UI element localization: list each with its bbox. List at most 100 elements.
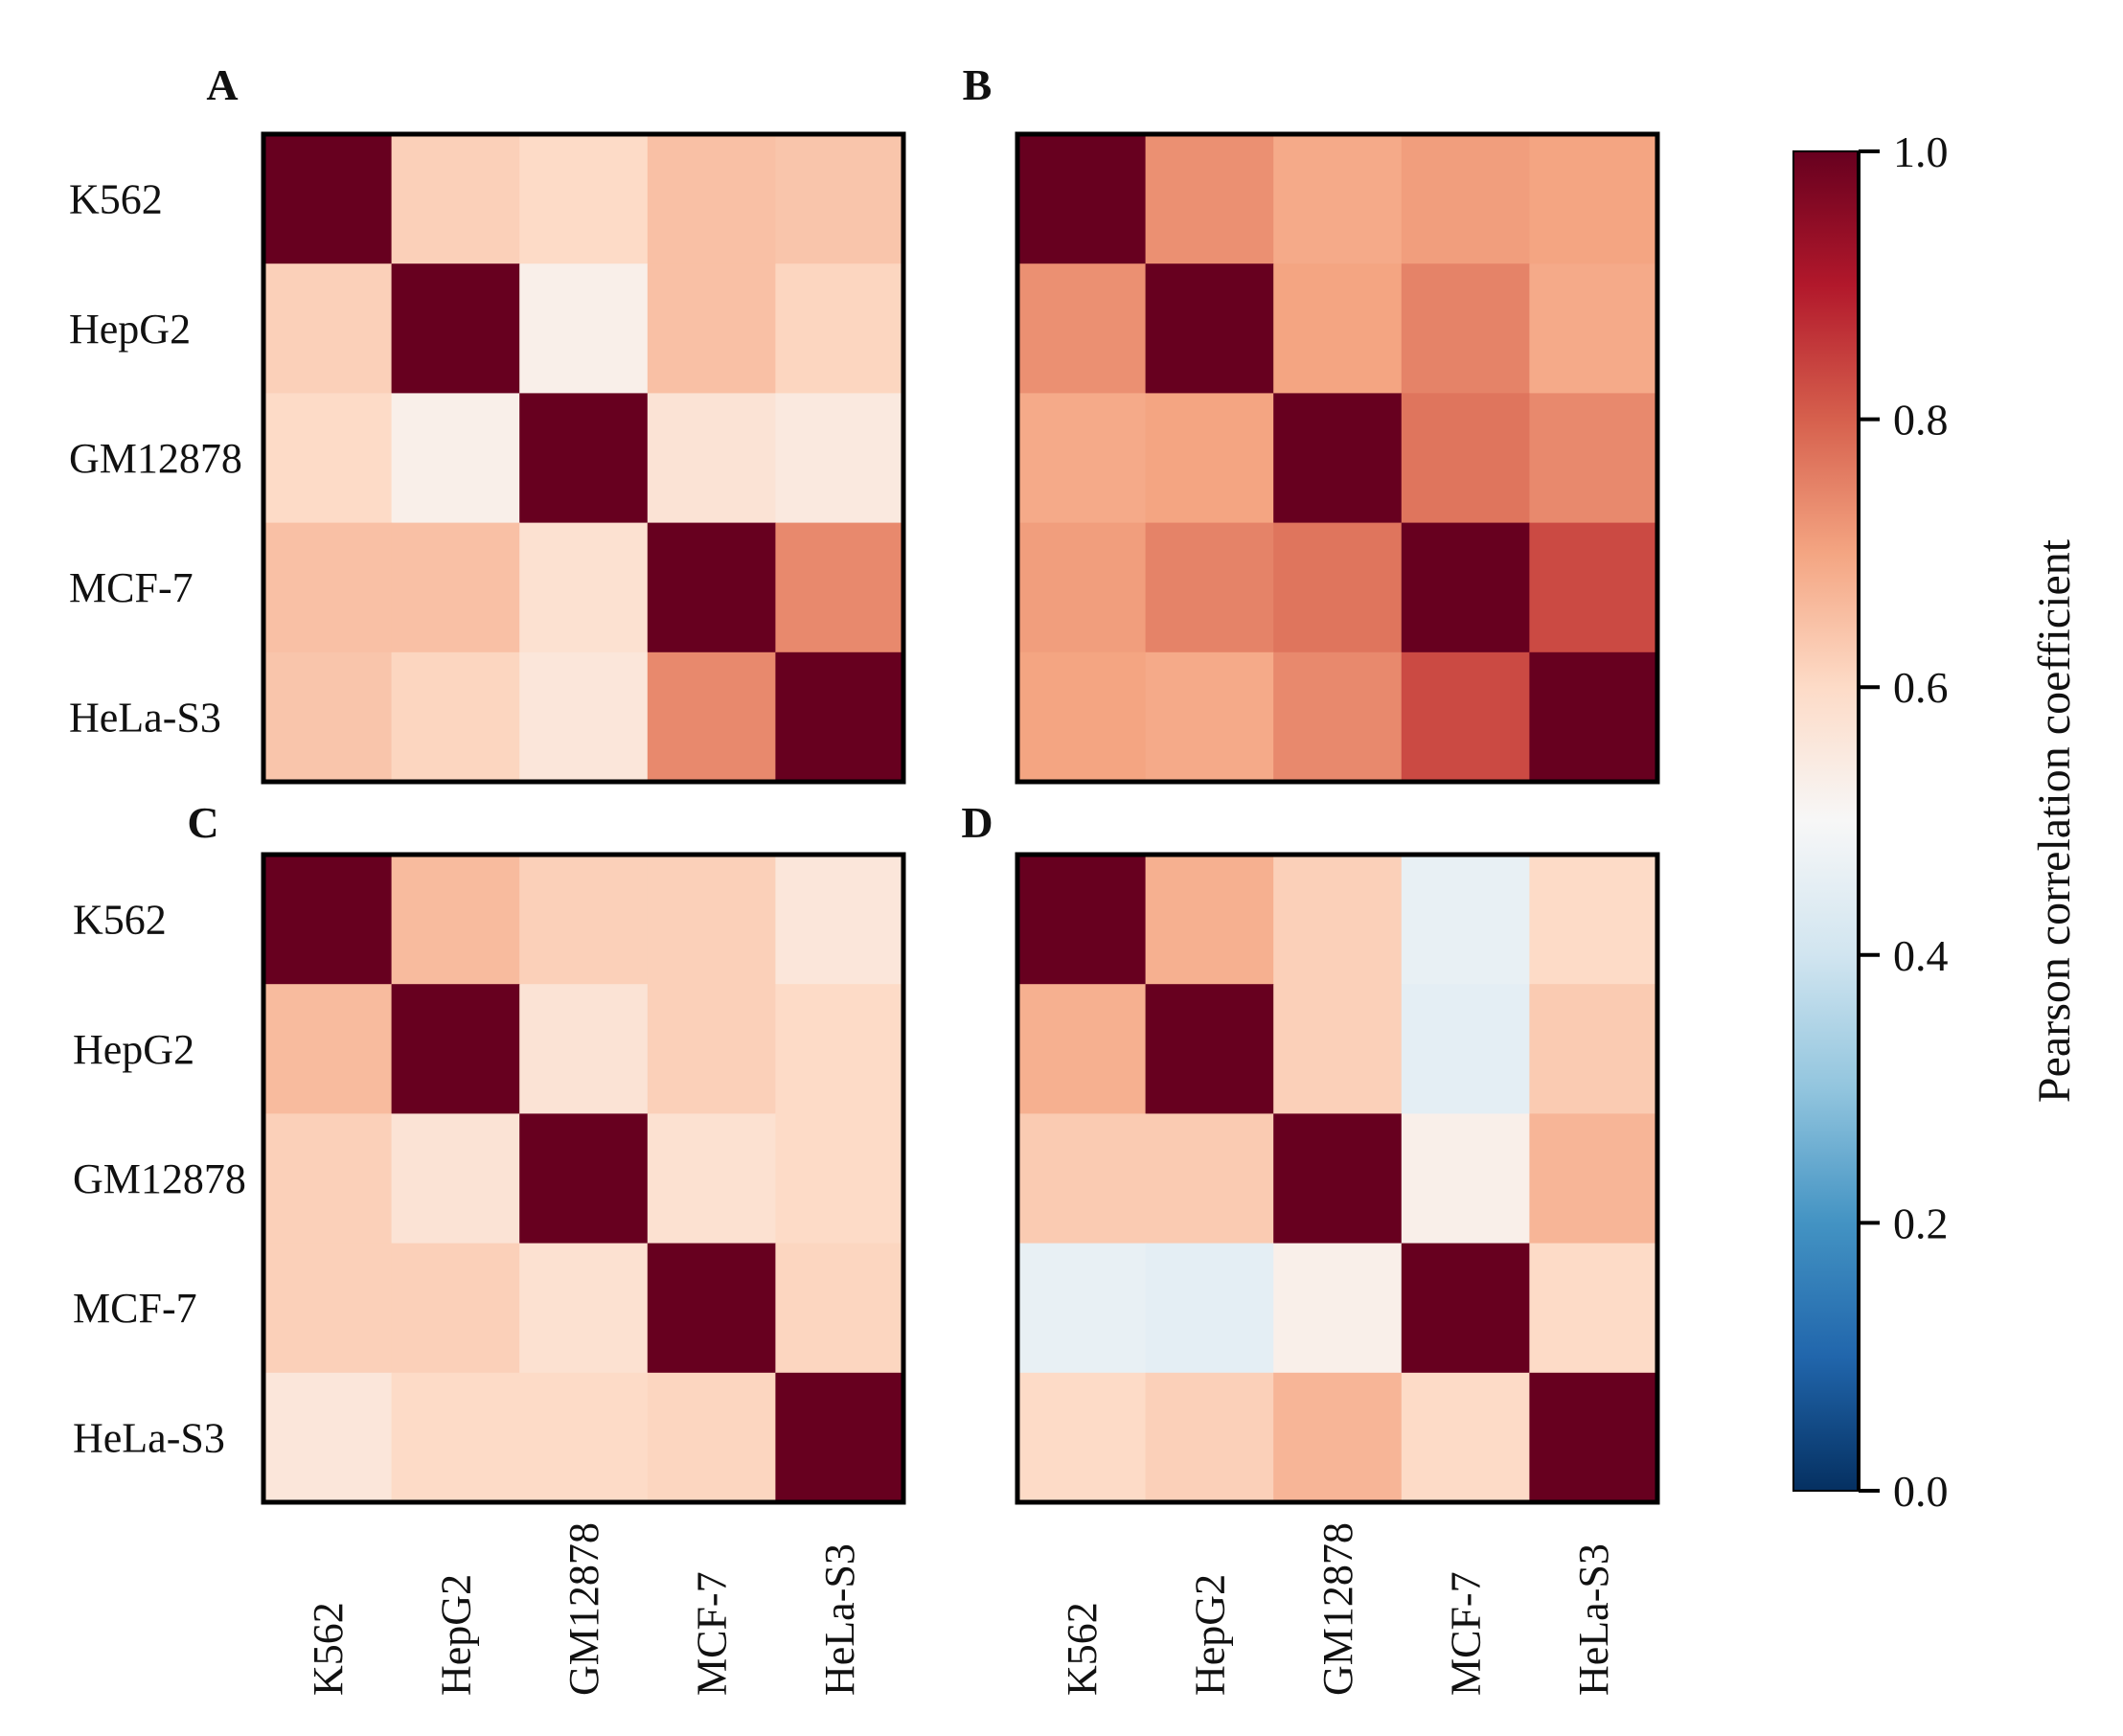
heatmap-cell xyxy=(1401,855,1530,985)
heatmap-cell xyxy=(519,522,649,653)
heatmap-cell xyxy=(1529,1243,1658,1374)
heatmap-cell xyxy=(775,855,904,985)
heatmap-cell xyxy=(1017,1243,1147,1374)
heatmap-cell xyxy=(263,855,393,985)
panel-d: D K562 HepG2 GM12878 MCF-7 HeLa-S3 xyxy=(961,798,1660,1696)
heatmap-cell xyxy=(775,651,904,783)
colorbar-tick-label: 1.0 xyxy=(1893,127,1949,176)
heatmap-cell xyxy=(391,651,520,783)
heatmap-cell xyxy=(1145,263,1274,394)
heatmap-cell xyxy=(263,522,393,653)
heatmap-cell xyxy=(647,651,776,783)
heatmap-cell xyxy=(647,263,776,394)
heatmap-cell xyxy=(391,393,520,524)
col-label: MCF-7 xyxy=(1443,1571,1490,1696)
heatmap-cell xyxy=(263,1243,393,1374)
col-label: GM12878 xyxy=(1314,1522,1361,1696)
colorbar-gradient xyxy=(1793,151,1859,1491)
heatmap-cell xyxy=(1273,263,1403,394)
heatmap-cell xyxy=(647,1113,776,1245)
heatmap-cell xyxy=(1401,1372,1530,1503)
heatmap-cell xyxy=(1145,1113,1274,1245)
heatmap-cell xyxy=(263,1113,393,1245)
row-label: GM12878 xyxy=(73,1155,246,1202)
heatmap-cell xyxy=(1401,522,1530,653)
heatmap-cell xyxy=(647,522,776,653)
heatmap-cell xyxy=(391,855,520,985)
heatmap-cell xyxy=(1273,134,1403,264)
heatmap-cell xyxy=(263,984,393,1114)
heatmap-cell xyxy=(1401,984,1530,1114)
heatmap-cell xyxy=(1529,1372,1658,1503)
panel-a: A K562 HepG2 GM12878 MCF-7 HeLa-S3 xyxy=(69,60,906,785)
heatmap-cell xyxy=(391,1372,520,1503)
heatmap-cell xyxy=(1017,522,1147,653)
heatmap-cell xyxy=(775,393,904,524)
heatmap-cell xyxy=(1529,855,1658,985)
heatmap-cell xyxy=(1529,651,1658,783)
heatmap-cell xyxy=(1273,522,1403,653)
heatmap-cell xyxy=(263,393,393,524)
col-label: HepG2 xyxy=(1186,1574,1233,1696)
heatmap-cell xyxy=(1017,651,1147,783)
col-label: K562 xyxy=(305,1602,352,1696)
panel-frame xyxy=(261,852,906,1505)
panel-frame xyxy=(261,131,906,785)
heatmap-cell xyxy=(1145,134,1274,264)
row-label: MCF-7 xyxy=(73,1285,197,1332)
heatmap-cell xyxy=(391,263,520,394)
heatmap-cell xyxy=(1273,393,1403,524)
heatmap-cell xyxy=(1273,1243,1403,1374)
heatmap-cell xyxy=(1017,984,1147,1114)
heatmap-cell xyxy=(519,393,649,524)
heatmap-cell xyxy=(1017,855,1147,985)
heatmap-cell xyxy=(1145,855,1274,985)
panel-letter-a: A xyxy=(206,60,238,109)
heatmap-cell xyxy=(263,263,393,394)
heatmap-cell xyxy=(1273,1372,1403,1503)
heatmap-cell xyxy=(1529,522,1658,653)
heatmap-cell xyxy=(1273,651,1403,783)
heatmap-cell xyxy=(1017,1113,1147,1245)
heatmap-cell xyxy=(1529,263,1658,394)
heatmap-cell xyxy=(775,522,904,653)
heatmap-cell xyxy=(391,1113,520,1245)
heatmap-cell xyxy=(647,984,776,1114)
panel-letter-c: C xyxy=(187,798,218,847)
heatmap-cell xyxy=(391,522,520,653)
row-label: HepG2 xyxy=(69,306,191,353)
heatmap-cell xyxy=(1145,984,1274,1114)
heatmap-cell xyxy=(1145,1372,1274,1503)
heatmap-cell xyxy=(1401,263,1530,394)
heatmap-cell xyxy=(391,984,520,1114)
colorbar-tick-label: 0.0 xyxy=(1893,1467,1949,1516)
heatmap-cell xyxy=(1401,393,1530,524)
colorbar-tick-label: 0.6 xyxy=(1893,663,1949,712)
col-label: MCF-7 xyxy=(689,1571,736,1696)
heatmap-cell xyxy=(1529,393,1658,524)
heatmap-cell xyxy=(647,1372,776,1503)
col-label: K562 xyxy=(1059,1602,1106,1696)
row-label: K562 xyxy=(73,897,167,944)
heatmap-cell xyxy=(1145,1243,1274,1374)
heatmap-cell xyxy=(647,393,776,524)
heatmap-cell xyxy=(391,134,520,264)
panel-frame xyxy=(1015,131,1660,785)
panel-c: C K562 HepG2 GM12878 MCF-7 HeLa-S3 K562 HepG2 GM… xyxy=(73,798,906,1696)
heatmap-cell xyxy=(1273,855,1403,985)
heatmap-cell xyxy=(1529,984,1658,1114)
row-label: HepG2 xyxy=(73,1026,194,1073)
heatmap-cell xyxy=(1017,263,1147,394)
heatmap-cell xyxy=(1017,393,1147,524)
heatmap-cell xyxy=(1017,1372,1147,1503)
heatmap-cell xyxy=(519,984,649,1114)
heatmap-cell xyxy=(1145,522,1274,653)
heatmap-cell xyxy=(1401,134,1530,264)
panel-frame xyxy=(1015,852,1660,1505)
col-label: HepG2 xyxy=(432,1574,479,1696)
heatmap-cell xyxy=(1145,393,1274,524)
heatmap-cell xyxy=(775,1243,904,1374)
colorbar-label: Pearson correlation coefficient xyxy=(2029,538,2080,1103)
heatmap-cell xyxy=(647,855,776,985)
